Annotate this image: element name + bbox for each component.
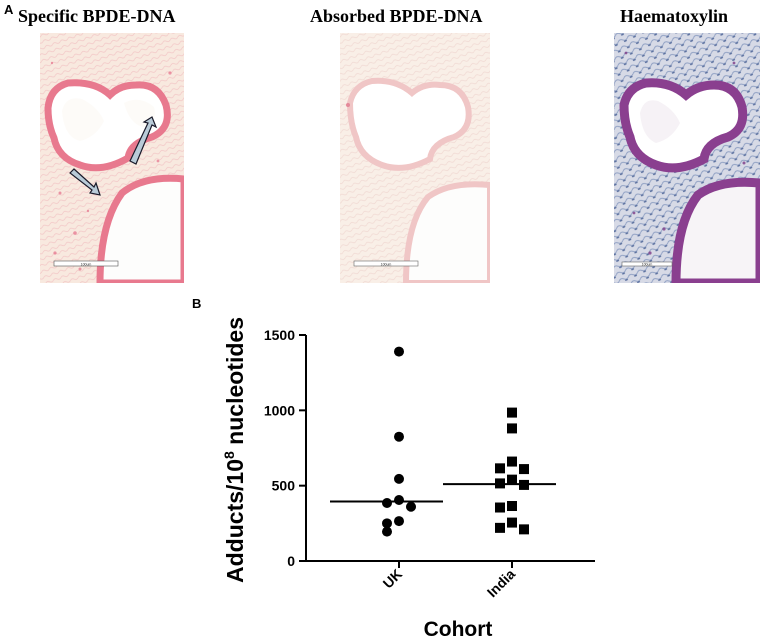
chart-axes [305, 335, 595, 562]
data-point-uk [394, 516, 404, 527]
scale-bar-label-haematoxylin: 100um [642, 263, 653, 267]
data-point-uk [394, 494, 404, 505]
data-point-india [507, 407, 517, 418]
micrograph-absorbed-bpde-dna: 100um [340, 33, 490, 283]
scale-bar-label-specific: 100um [81, 263, 92, 267]
image-title-specific: Specific BPDE-DNA [18, 6, 176, 26]
data-point-india [507, 423, 517, 434]
y-ticks: 0 500 1000 1500 [264, 327, 513, 569]
panel-b-letter: B [192, 296, 202, 311]
data-point-india [495, 522, 505, 533]
data-point-uk [406, 501, 416, 512]
y-axis-label: Adducts/108 nucleotides [221, 317, 248, 583]
y-tick-label: 500 [272, 478, 296, 494]
median-lines [330, 483, 556, 503]
y-tick-label: 1500 [264, 327, 295, 343]
data-point-india [507, 501, 517, 512]
data-point-india [519, 464, 529, 475]
y-tick-label: 1000 [264, 402, 295, 418]
data-point-india [507, 474, 517, 485]
data-point-uk [394, 473, 404, 484]
image-title-absorbed: Absorbed BPDE-DNA [310, 6, 483, 26]
data-point-uk [394, 346, 404, 357]
x-tick-label-india: India [484, 566, 519, 601]
image-title-haematoxylin: Haematoxylin [620, 6, 728, 26]
micrograph-haematoxylin: 100um [614, 33, 760, 283]
x-axis-label: Cohort [424, 618, 493, 640]
data-point-india [519, 524, 529, 535]
data-point-india [507, 517, 517, 528]
x-tick-label-uk: UK [379, 566, 405, 592]
axis-labels: UK India Adducts/108 nucleotides Cohort [221, 317, 518, 640]
panel-a-letter: A [4, 2, 14, 17]
data-point-uk [394, 431, 404, 442]
data-point-uk [382, 518, 392, 529]
micrograph-specific-bpde-dna: 100um [40, 33, 184, 283]
data-point-india [495, 502, 505, 513]
data-point-india [495, 463, 505, 474]
data-point-india [507, 456, 517, 467]
data-points [382, 346, 529, 537]
data-point-uk [382, 526, 392, 537]
y-tick-label: 0 [287, 553, 295, 569]
scale-bar-label-absorbed: 100um [381, 263, 392, 267]
data-point-uk [382, 497, 392, 508]
